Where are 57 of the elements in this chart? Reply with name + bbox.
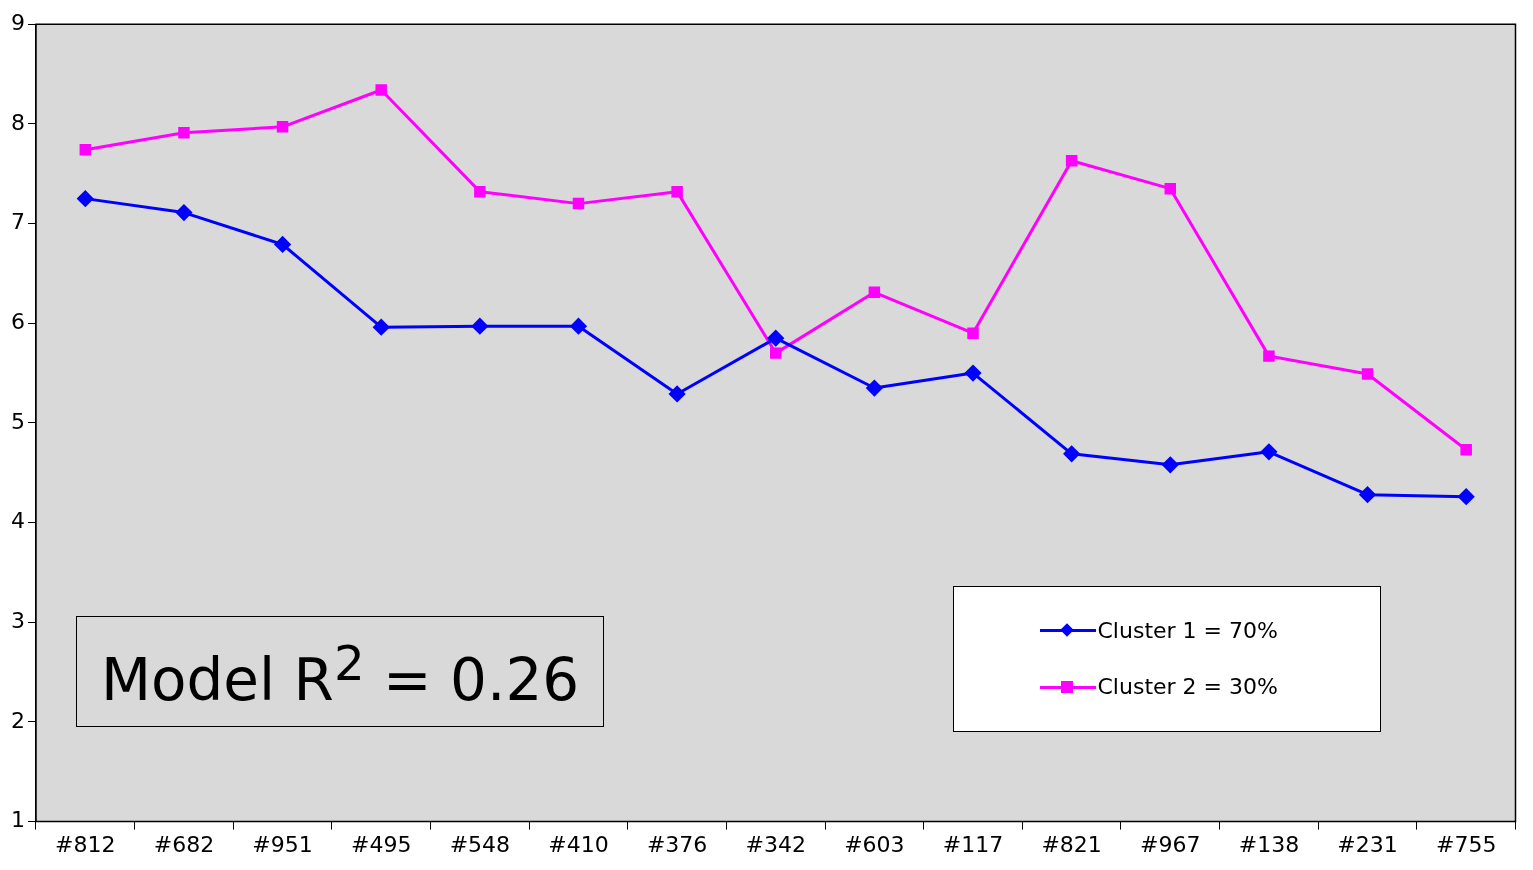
point [1065,155,1078,167]
x-tick-label: #342 [745,831,806,857]
y-tick-label: 4 [11,508,25,534]
point [1460,444,1472,456]
point [1164,182,1177,195]
point [866,380,883,397]
point [570,318,587,335]
point [868,286,881,299]
y-tick-label: 8 [11,109,25,135]
y-tick-label: 3 [11,607,25,633]
x-tick-label: #812 [55,831,116,857]
point [1361,368,1374,380]
point [175,204,192,221]
point [669,385,686,402]
point [770,347,782,359]
point [474,185,486,198]
point [375,84,387,96]
y-tick-label: 2 [11,707,25,733]
y-tick-label: 5 [11,408,25,434]
y-tick-label: 1 [11,807,25,833]
point [373,319,390,336]
point [1263,350,1275,362]
x-tick-label: #821 [1041,831,1102,857]
point [965,365,982,382]
point [274,236,291,253]
point [1458,488,1475,505]
x-tick-label: #495 [351,831,412,857]
y-tick-label: 7 [11,209,25,235]
point [967,327,979,339]
point [1260,443,1277,460]
point [1162,456,1179,473]
x-tick-label: #967 [1140,831,1201,857]
x-tick-label: #376 [646,831,708,857]
x-tick-label: #603 [844,831,905,857]
point [1063,445,1080,462]
point [77,190,94,207]
point [178,127,190,139]
x-tick-label: #117 [942,831,1004,857]
x-tick-label: #231 [1337,831,1398,857]
x-tick-label: #410 [548,831,609,857]
legend-label: Cluster 1 = 70% [1097,617,1278,643]
annotation: Model R$^{2}$ = 0.26 [75,615,605,727]
point [671,185,683,198]
point [79,144,92,156]
y-tick-label: 9 [11,9,25,35]
x-tick-label: #138 [1238,831,1300,857]
x-tick-label: #951 [252,831,313,857]
x-tick-label: #755 [1435,831,1497,857]
point [767,330,784,347]
y-tick-label: 6 [11,308,25,334]
point [276,121,289,133]
point [572,197,585,210]
point [471,318,488,335]
legend-label: Cluster 2 = 30% [1097,674,1278,700]
point [1359,486,1376,503]
x-tick-label: #548 [449,831,511,857]
x-tick-label: #682 [153,831,215,857]
